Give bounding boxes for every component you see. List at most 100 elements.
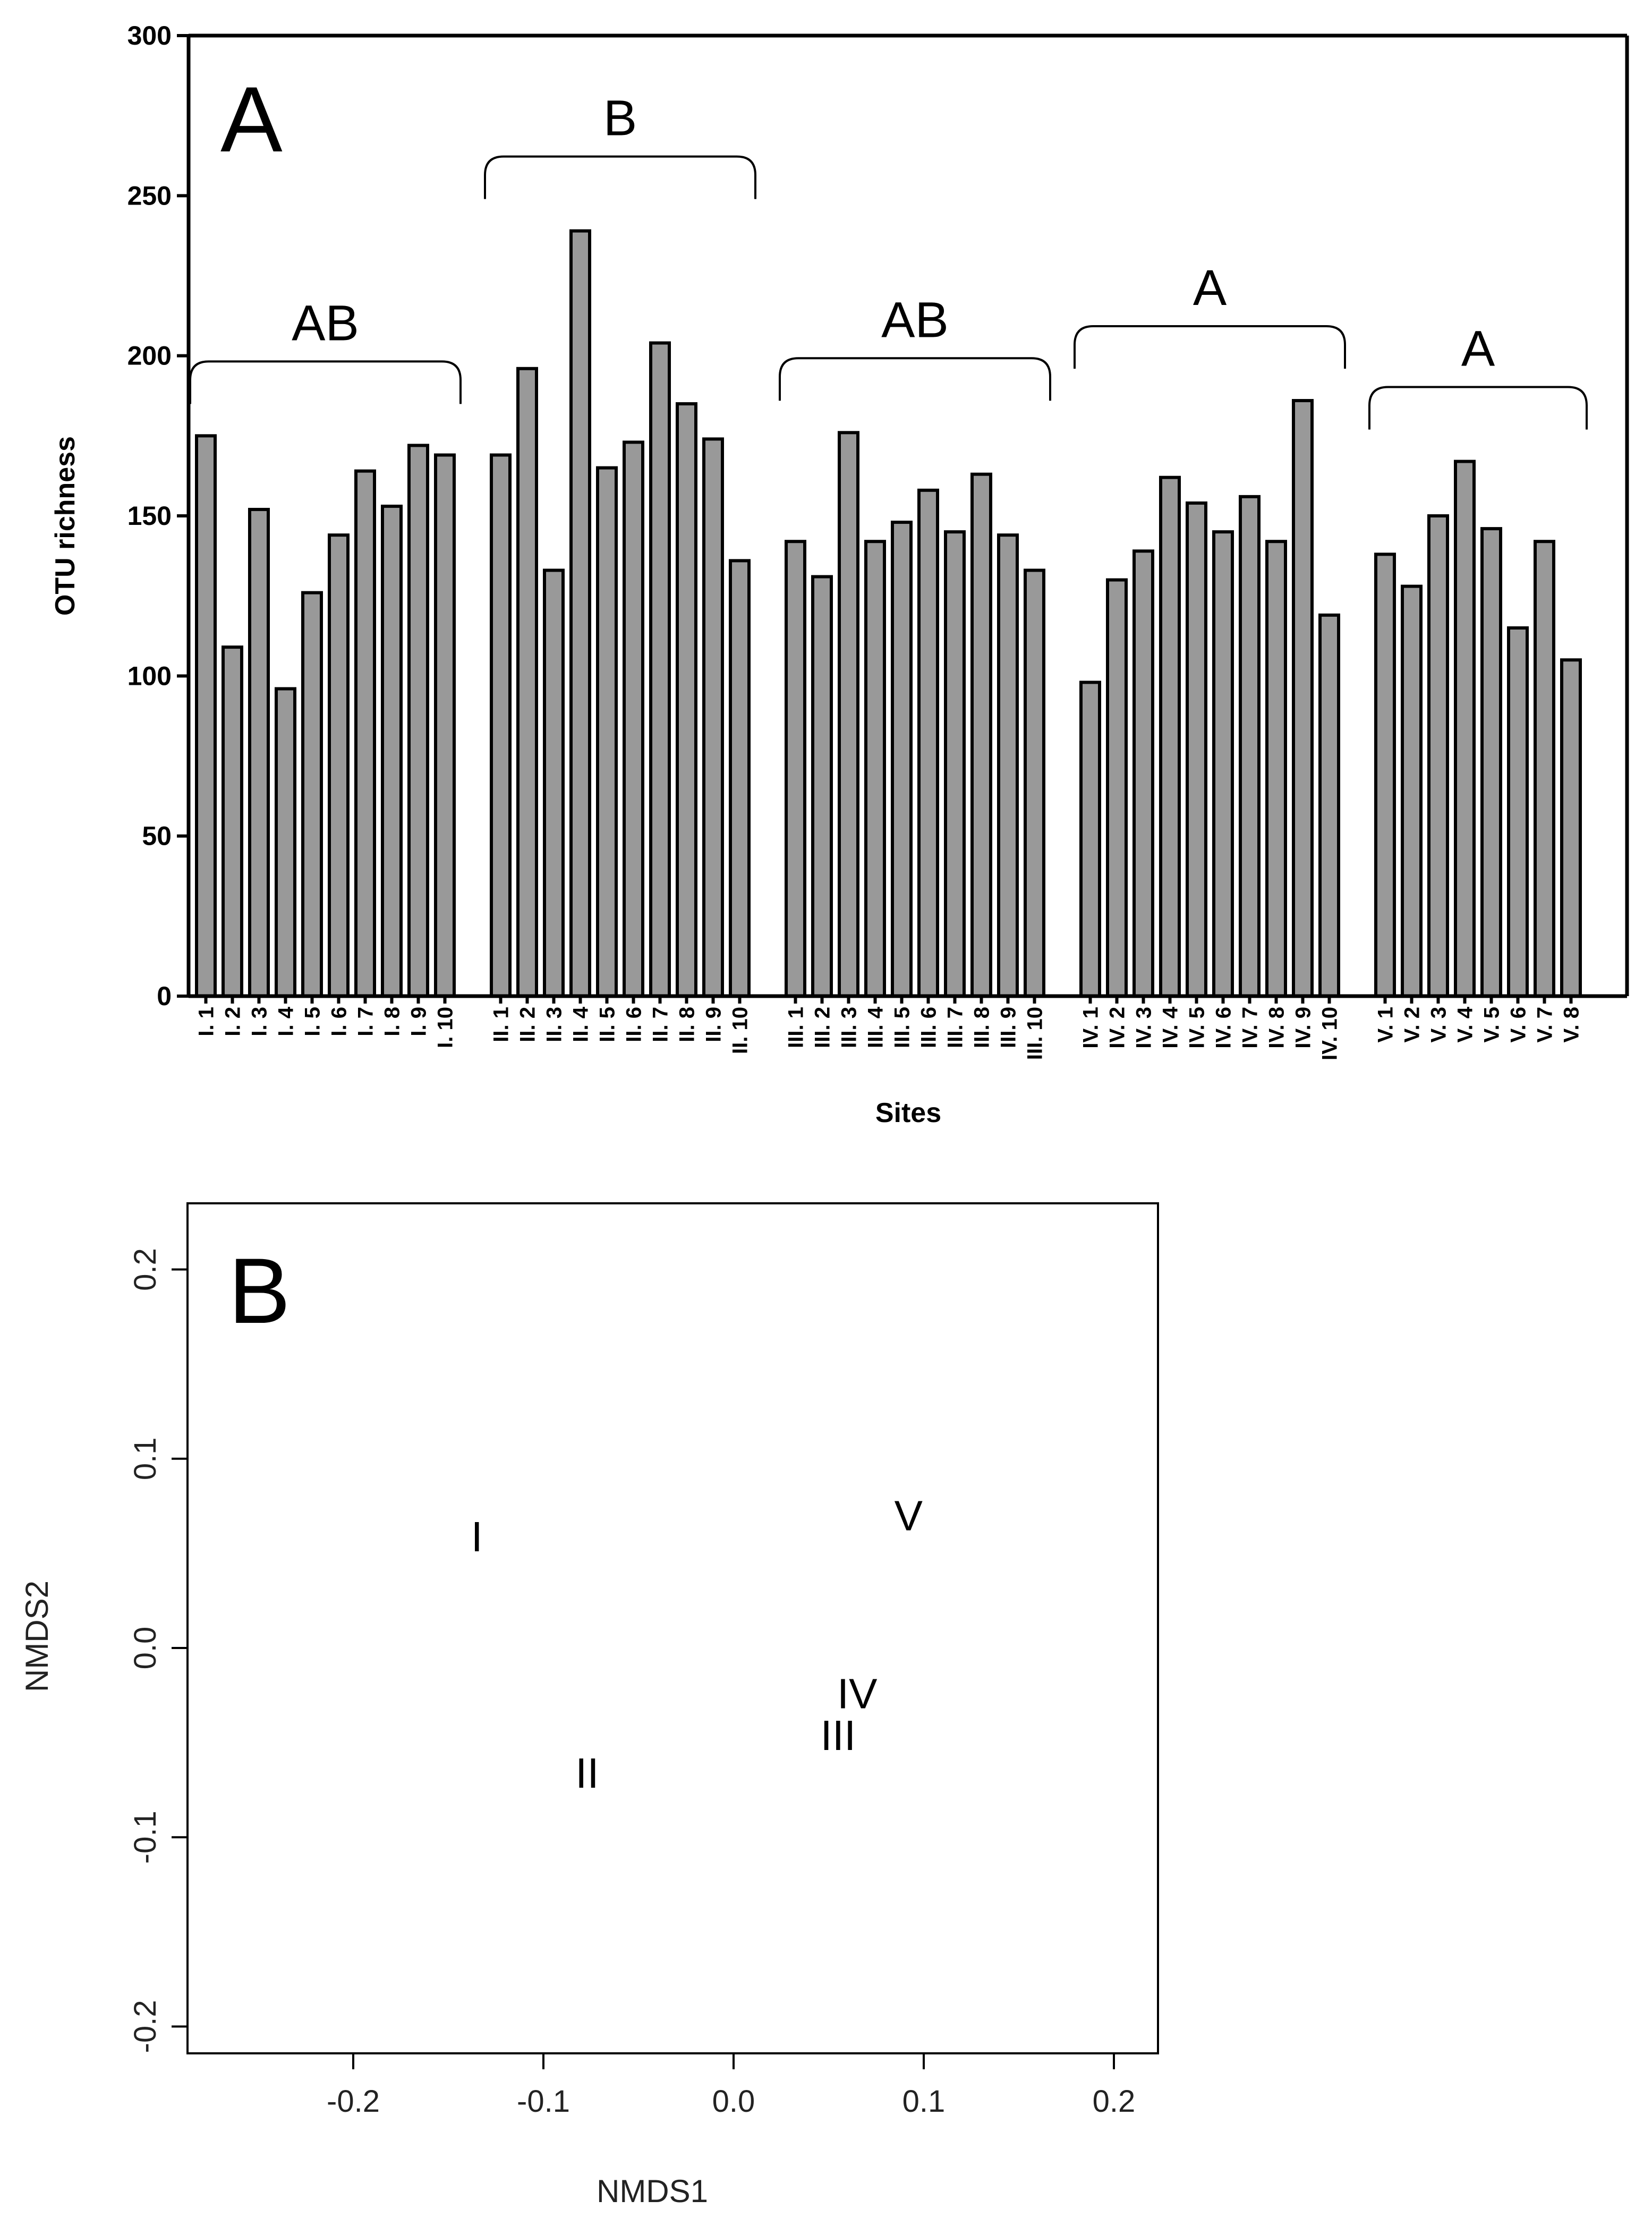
x-tick-label: 0.0 [712,2084,755,2119]
nmds1-axis-label: NMDS1 [597,2173,708,2209]
bar [676,402,697,998]
x-tick-label: III. 5 [891,1007,914,1048]
x-tick-label: III. 2 [811,1007,834,1048]
site-point-label: II [575,1749,599,1797]
bar [222,645,243,998]
bar [543,568,565,998]
panel-b-label: B [228,1239,291,1343]
x-tick-label: IV. 7 [1239,1007,1262,1049]
y-tick-label: 200 [127,341,172,371]
x-tick-label: I. 9 [407,1007,431,1036]
bar [917,488,939,998]
y-axis-label: OTU richness [50,436,81,616]
y-axis-ticks: 0 50 100 150 200 250 300 [127,21,189,1011]
x-tick-label: V. 3 [1427,1007,1451,1042]
bar [838,431,859,998]
x-tick-label: I. 7 [354,1007,378,1036]
x-tick-label: I. 8 [381,1007,404,1036]
bar [1106,578,1128,998]
bar [195,434,217,998]
significance-bracket [484,155,756,199]
bar [1186,501,1207,998]
bar [1374,553,1396,998]
site-point-label: I [471,1513,483,1560]
y-tick-label: 0 [157,981,172,1011]
bar [997,533,1019,998]
bar [1024,568,1045,998]
y-tick-label: 150 [127,501,172,531]
y-tick-label: -0.2 [128,2000,163,2053]
x-tick-label: I. 1 [195,1007,218,1036]
bar [1480,527,1502,998]
x-tick-label: IV. 1 [1079,1007,1103,1049]
nmds2-axis-label: NMDS2 [19,1581,55,1692]
x-tick-label: III. 1 [785,1007,808,1048]
y-tick-label: 100 [127,661,172,691]
x-tick-label: V. 4 [1454,1006,1477,1042]
x-tick-label: II. 6 [623,1007,646,1042]
significance-bracket [1368,386,1588,430]
x-tick-label: V. 5 [1480,1007,1504,1042]
bar [248,507,270,998]
bar [596,466,618,998]
x-tick-label: II. 2 [516,1007,540,1042]
x-tick-label: I. 10 [434,1007,457,1048]
bar [1212,530,1234,998]
y-tick-label: 0.0 [128,1627,163,1670]
x-tick-label: IV. 6 [1212,1007,1236,1049]
x-tick-label: V. 6 [1507,1007,1530,1042]
bar [301,591,323,998]
significance-label: B [603,90,637,147]
x-tick-label: III. 6 [917,1007,941,1048]
bar [944,530,966,998]
x-tick-label: I. 4 [275,1006,298,1036]
x-tick-label: I. 5 [301,1007,325,1036]
bar [490,453,512,998]
x-tick-label: III. 3 [838,1007,861,1048]
significance-bracket [1074,325,1346,369]
x-axis-label: Sites [875,1098,941,1128]
bar [729,559,751,998]
bar [354,469,376,998]
site-point-label: III [821,1712,856,1759]
bar [970,472,992,998]
x-tick-label: II. 10 [729,1007,752,1054]
y-tick-label: 300 [127,21,172,50]
bar [381,504,403,998]
significance-bracket [779,357,1051,401]
bar [1239,495,1261,998]
bar [328,533,350,998]
x-tick-label: III. 8 [970,1007,994,1048]
bar [864,540,886,998]
x-tick-label: -0.1 [517,2084,570,2119]
nmds-scatter-panel: B NMDS1 NMDS2 -0.2 -0.1 0.0 0.1 0.2 -0.2 -0.1… [19,1202,1159,2209]
bar [1292,399,1314,998]
bar [623,440,644,998]
bar [1159,475,1181,998]
x-tick-label: IV. 10 [1318,1007,1342,1060]
nmds2-ticks: -0.2 -0.1 0.0 0.1 0.2 [128,1248,188,2053]
panel-a-label: A [220,68,283,172]
nmds1-ticks: -0.2 -0.1 0.0 0.1 0.2 [327,2053,1135,2119]
x-tick-label: 0.1 [902,2084,946,2119]
x-tick-label: V. 1 [1374,1007,1398,1042]
bar [1401,584,1423,998]
significance-brackets: AB B AB A A [189,90,1588,430]
bar [516,367,538,998]
significance-bracket [189,360,462,404]
bar [407,444,429,998]
bar [891,521,913,998]
x-tick-label: IV. 2 [1106,1007,1129,1049]
x-tick-labels: I. 1 I. 2 I. 3 I. 4 I. 5 I. 6 I. 7 I. 8 I. 9 I. 1… [195,996,1583,1060]
x-tick-label: II. 4 [569,1006,593,1042]
x-tick-label: 0.2 [1093,2084,1136,2119]
y-tick-label: 0.2 [128,1248,163,1291]
scatter-plot-frame [186,1202,1159,2054]
bar [1507,626,1529,998]
x-tick-label: III. 7 [944,1007,967,1048]
bar [1079,681,1101,998]
significance-label: AB [292,295,359,351]
x-tick-label: V. 8 [1560,1007,1583,1042]
